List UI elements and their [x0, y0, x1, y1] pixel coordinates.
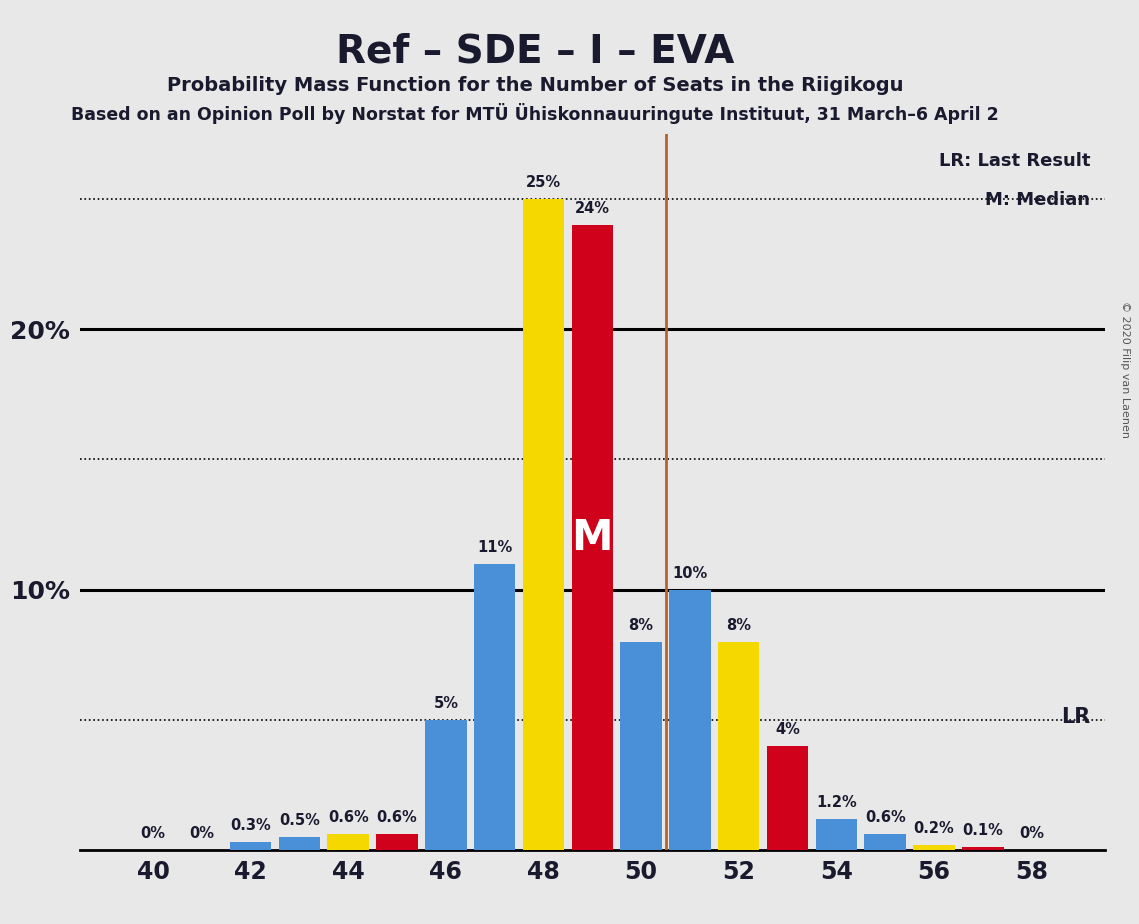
- Bar: [230, 843, 271, 850]
- Text: 0.6%: 0.6%: [377, 810, 417, 825]
- Text: 0.6%: 0.6%: [328, 810, 369, 825]
- Text: M: Median: M: Median: [985, 191, 1090, 209]
- Bar: [767, 746, 809, 850]
- Text: 0.2%: 0.2%: [913, 821, 954, 836]
- Text: M: M: [572, 517, 613, 559]
- Text: 25%: 25%: [526, 175, 562, 190]
- Bar: [718, 642, 760, 850]
- Bar: [913, 845, 954, 850]
- Text: 0.3%: 0.3%: [230, 818, 271, 833]
- Bar: [474, 564, 516, 850]
- Text: 0%: 0%: [140, 826, 165, 841]
- Bar: [621, 642, 662, 850]
- Bar: [670, 590, 711, 850]
- Text: 0.6%: 0.6%: [865, 810, 906, 825]
- Text: 1.2%: 1.2%: [816, 795, 857, 809]
- Text: 24%: 24%: [575, 201, 609, 216]
- Text: 11%: 11%: [477, 540, 513, 554]
- Text: 0.1%: 0.1%: [962, 823, 1003, 838]
- Text: LR: Last Result: LR: Last Result: [939, 152, 1090, 170]
- Text: 4%: 4%: [776, 722, 800, 736]
- Text: 8%: 8%: [727, 617, 752, 633]
- Bar: [865, 834, 906, 850]
- Text: 8%: 8%: [629, 617, 654, 633]
- Text: 5%: 5%: [433, 696, 458, 711]
- Bar: [962, 847, 1003, 850]
- Text: Ref – SDE – I – EVA: Ref – SDE – I – EVA: [336, 32, 735, 70]
- Text: Probability Mass Function for the Number of Seats in the Riigikogu: Probability Mass Function for the Number…: [167, 76, 903, 95]
- Text: 0%: 0%: [189, 826, 214, 841]
- Bar: [572, 225, 613, 850]
- Bar: [279, 837, 320, 850]
- Text: © 2020 Filip van Laenen: © 2020 Filip van Laenen: [1120, 301, 1130, 438]
- Bar: [523, 199, 564, 850]
- Text: 0%: 0%: [1019, 826, 1044, 841]
- Text: Based on an Opinion Poll by Norstat for MTÜ Ühiskonnauuringute Instituut, 31 Mar: Based on an Opinion Poll by Norstat for …: [72, 103, 999, 125]
- Text: 0.5%: 0.5%: [279, 813, 320, 828]
- Bar: [816, 819, 858, 850]
- Text: LR: LR: [1060, 707, 1090, 727]
- Bar: [328, 834, 369, 850]
- Text: 10%: 10%: [672, 565, 707, 580]
- Bar: [376, 834, 418, 850]
- Bar: [425, 720, 467, 850]
